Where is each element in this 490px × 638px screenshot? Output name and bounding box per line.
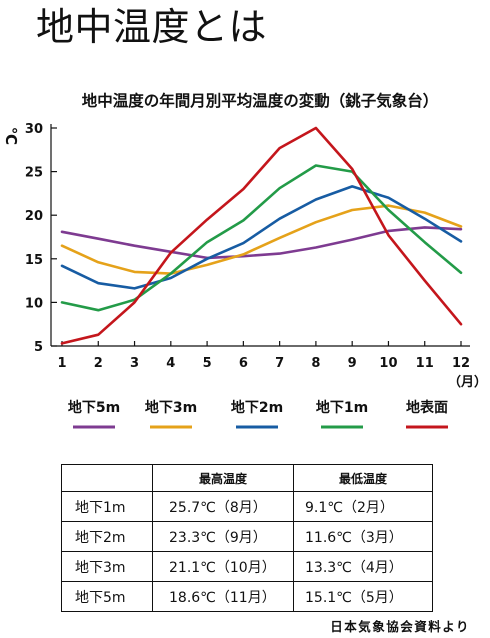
legend-label: 地下3m [145, 399, 197, 416]
series-line-depth-5m [60, 226, 463, 260]
min-temperature-cell: 11.6℃（3月） [293, 521, 433, 552]
series-line-depth-3m [60, 204, 463, 275]
table-row: 地下5m 18.6℃（11月） 15.1℃（5月） [61, 581, 433, 612]
x-tick-label: 4 [166, 356, 175, 371]
max-temperature-cell: 21.1℃（10月） [152, 551, 294, 582]
column-header-min: 最低温度 [293, 464, 433, 492]
chart-legend: 地下5m 地下3m 地下2m 地下1m 地表面 [68, 399, 448, 429]
min-temperature-cell: 13.3℃（4月） [293, 551, 433, 582]
row-label: 地下5m [61, 581, 153, 612]
table-row: 地下1m 25.7℃（8月） 9.1℃（2月） [61, 491, 433, 522]
y-tick-label: 10 [25, 296, 43, 311]
table-header-row: 最高温度 最低温度 [61, 464, 433, 492]
legend-label: 地下1m [316, 399, 368, 416]
y-tick-label: 15 [25, 253, 43, 268]
x-tick-label: 7 [275, 356, 284, 371]
x-tick-label: 9 [348, 356, 357, 371]
row-label: 地下3m [61, 551, 153, 582]
x-tick-label: 6 [239, 356, 248, 371]
x-tick-label: 10 [379, 356, 397, 371]
page-title: 地中温度とは [36, 5, 268, 49]
series-line-depth-1m [60, 164, 463, 312]
temperature-summary-table: 最高温度 最低温度 地下1m 25.7℃（8月） 9.1℃（2月） 地下2m 2… [61, 464, 433, 612]
min-temperature-cell: 15.1℃（5月） [293, 581, 433, 612]
row-label: 地下1m [61, 491, 153, 522]
y-tick-label: 25 [25, 166, 43, 181]
row-label: 地下2m [61, 521, 153, 552]
y-tick-label: 5 [34, 340, 43, 355]
legend-item-depth-3m: 地下3m [145, 399, 197, 429]
legend-item-depth-1m: 地下1m [316, 399, 368, 429]
table-row: 地下2m 23.3℃（9月） 11.6℃（3月） [61, 521, 433, 552]
x-tick-label: 5 [203, 356, 212, 371]
series-line-surface [60, 126, 463, 345]
y-tick-label: 30 [25, 122, 43, 137]
ground-temperature-line-chart: 地中温度の年間月別平均温度の変動（銚子気象台） ℃ （月） 5101520253… [2, 91, 487, 429]
legend-label: 地下2m [231, 399, 283, 416]
legend-item-depth-2m: 地下2m [231, 399, 283, 429]
x-tick-label: 11 [416, 356, 434, 371]
legend-item-surface: 地表面 [406, 399, 448, 429]
x-tick-label: 12 [452, 356, 470, 371]
x-tick-label: 8 [311, 356, 320, 371]
min-temperature-cell: 9.1℃（2月） [293, 491, 433, 522]
legend-label: 地表面 [406, 399, 448, 416]
max-temperature-cell: 25.7℃（8月） [152, 491, 294, 522]
source-note: 日本気象協会資料より [330, 619, 470, 634]
chart-series [60, 126, 463, 345]
max-temperature-cell: 18.6℃（11月） [152, 581, 294, 612]
max-temperature-cell: 23.3℃（9月） [152, 521, 294, 552]
y-tick-label: 20 [25, 209, 43, 224]
x-tick-label: 2 [94, 356, 103, 371]
chart-title: 地中温度の年間月別平均温度の変動（銚子気象台） [82, 91, 439, 110]
x-tick-label: 1 [57, 356, 66, 371]
x-axis-unit-label: （月） [448, 374, 487, 390]
legend-label: 地下5m [68, 399, 120, 416]
x-tick-label: 3 [130, 356, 139, 371]
table-row: 地下3m 21.1℃（10月） 13.3℃（4月） [61, 551, 433, 582]
series-line-depth-2m [60, 185, 463, 290]
y-axis-unit-label: ℃ [2, 127, 20, 145]
column-header-max: 最高温度 [152, 464, 294, 492]
table-corner-cell [61, 464, 153, 492]
legend-item-depth-5m: 地下5m [68, 399, 120, 429]
